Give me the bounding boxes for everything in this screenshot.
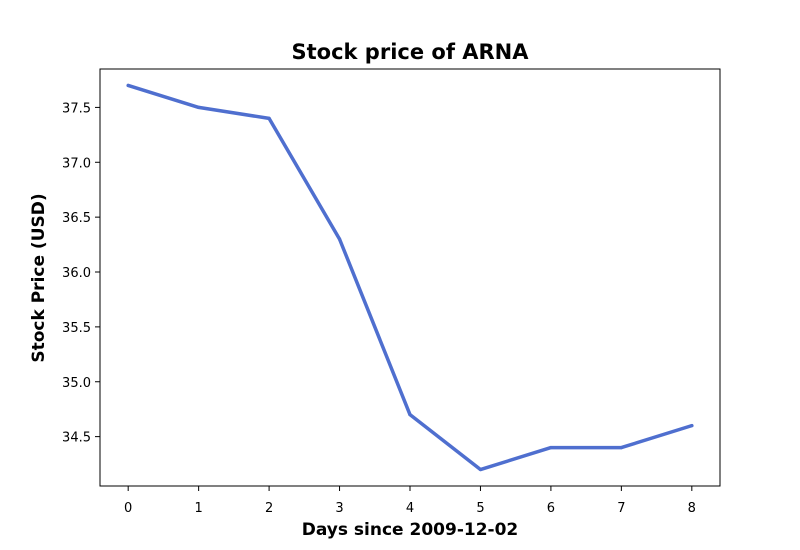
series-layer <box>126 83 694 472</box>
data-point <box>126 83 130 88</box>
x-tick-label: 6 <box>547 501 555 516</box>
y-tick-label: 36.5 <box>62 211 91 226</box>
data-point <box>408 413 412 417</box>
x-tick-label: 4 <box>406 501 414 516</box>
x-tick-label: 1 <box>194 501 202 516</box>
y-axis-ticks: 34.5 35.0 35.5 36.0 36.5 37.0 37.5 <box>62 101 100 446</box>
x-tick-label: 2 <box>265 501 273 516</box>
data-point <box>690 424 694 428</box>
data-point <box>478 467 483 472</box>
y-tick-label: 34.5 <box>62 431 91 446</box>
x-tick-label: 8 <box>688 501 696 516</box>
x-tick-label: 0 <box>124 501 132 516</box>
data-point <box>337 237 342 241</box>
y-tick-label: 35.5 <box>62 321 91 336</box>
y-tick-label: 35.0 <box>62 376 91 391</box>
plot-area <box>99 68 721 487</box>
chart-title: Stock price of ARNA <box>291 40 529 64</box>
data-point <box>267 116 271 120</box>
data-point <box>619 445 623 450</box>
data-point <box>549 445 553 450</box>
y-tick-label: 37.0 <box>62 156 91 171</box>
x-axis-ticks: 0 1 2 3 4 5 6 7 8 <box>124 486 696 516</box>
y-tick-label: 36.0 <box>62 266 91 281</box>
y-axis-label: Stock Price (USD) <box>29 193 49 362</box>
y-tick-label: 37.5 <box>62 101 91 116</box>
x-axis-label: Days since 2009-12-02 <box>302 520 519 540</box>
data-point <box>197 105 201 110</box>
x-tick-label: 3 <box>335 501 343 516</box>
x-tick-label: 5 <box>476 501 484 516</box>
x-tick-label: 7 <box>617 501 625 516</box>
